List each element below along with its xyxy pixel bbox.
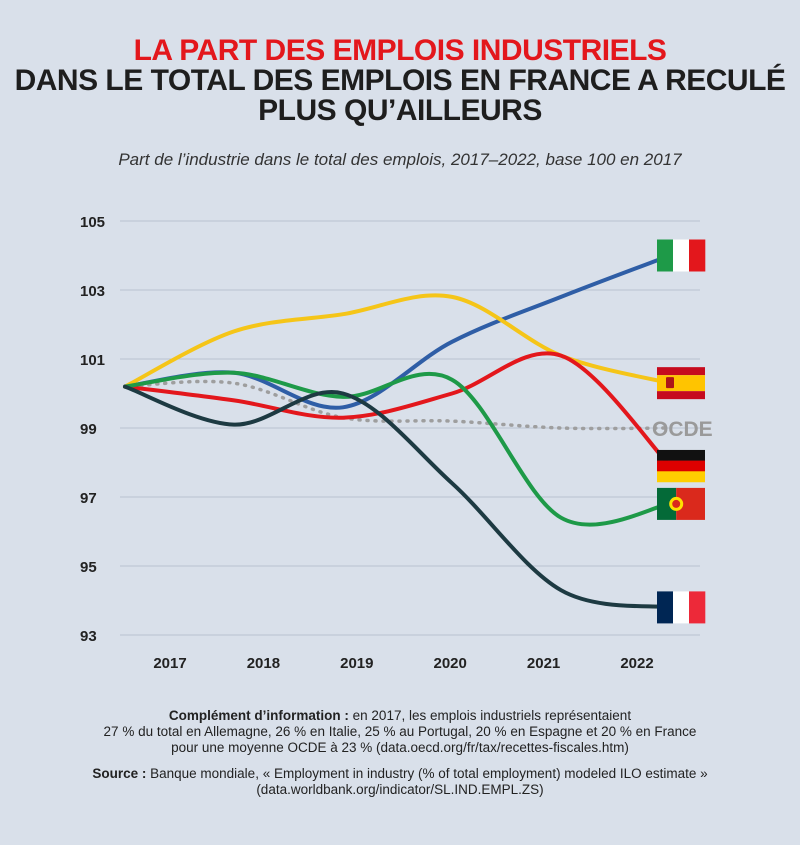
series-line-france [123, 384, 672, 610]
y-tick-label: 99 [80, 421, 97, 438]
series-line-portugal [123, 370, 672, 527]
source-label: Source : [92, 766, 147, 781]
source-note: Source : Banque mondiale, « Employment i… [40, 766, 760, 798]
x-tick-label: 2018 [247, 655, 280, 672]
complement-text-3: pour une moyenne OCDE à 23 % (data.oecd.… [171, 740, 629, 755]
y-tick-label: 105 [80, 214, 105, 231]
flag-portugal-icon [657, 487, 705, 520]
series-line-italie [123, 253, 672, 410]
series-lines [123, 253, 672, 610]
title-line-2: DANS LE TOTAL DES EMPLOIS EN FRANCE A RE… [14, 64, 786, 97]
complement-note: Complément d’information : en 2017, les … [40, 708, 760, 756]
flags [657, 239, 706, 624]
flag-allemagne-icon [657, 449, 705, 483]
x-axis-ticks: 2017 2018 2019 2020 2021 2022 [153, 655, 653, 672]
x-tick-label: 2019 [340, 655, 373, 672]
flag-france-icon [657, 591, 706, 624]
flag-espagne-icon [657, 367, 705, 400]
y-tick-label: 103 [80, 283, 105, 300]
flag-italie-icon [657, 239, 706, 272]
y-tick-label: 95 [80, 559, 97, 576]
complement-text-1: en 2017, les emplois industriels représe… [348, 708, 632, 723]
series-line-allemagne [123, 351, 672, 468]
x-tick-label: 2020 [434, 655, 467, 672]
series-line-ocde [123, 379, 672, 431]
source-text-1: Banque mondiale, « Employment in industr… [146, 766, 708, 781]
title-line-3: PLUS QU’AILLEURS [258, 94, 542, 127]
ocde-label: OCDE [652, 418, 713, 441]
y-tick-label: 101 [80, 352, 105, 369]
x-tick-label: 2022 [620, 655, 653, 672]
y-axis-ticks: 105 103 101 99 97 95 93 [80, 214, 105, 645]
y-tick-label: 93 [80, 628, 97, 645]
complement-text-2: 27 % du total en Allemagne, 26 % en Ital… [103, 724, 697, 739]
ocde-label-group: OCDE [652, 418, 713, 441]
gridlines [120, 220, 700, 636]
complement-label: Complément d’information : [168, 708, 349, 723]
y-tick-label: 97 [80, 490, 97, 507]
x-tick-label: 2017 [153, 655, 186, 672]
chart-subtitle: Part de l’industrie dans le total des em… [118, 150, 682, 169]
x-tick-label: 2021 [527, 655, 560, 672]
source-text-2: (data.worldbank.org/indicator/SL.IND.EMP… [256, 782, 544, 797]
title-line-1: LA PART DES EMPLOIS INDUSTRIELS [133, 34, 667, 67]
